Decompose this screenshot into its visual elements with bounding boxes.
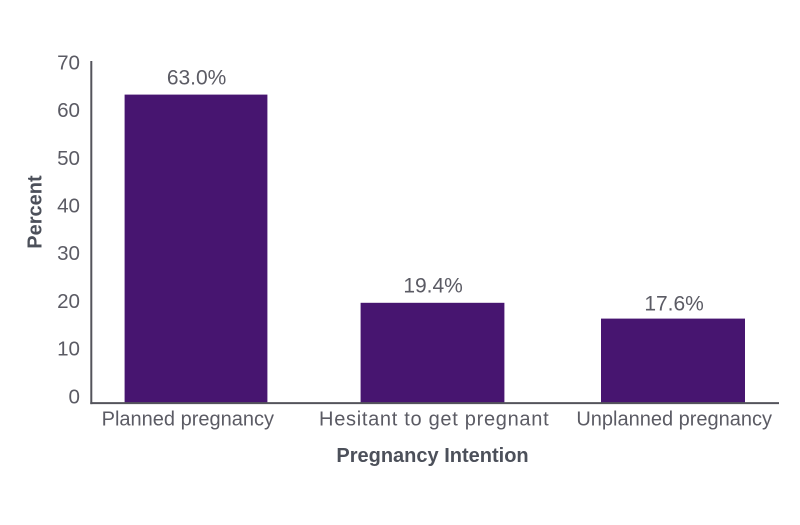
svg-text:63.0%: 63.0%	[167, 66, 227, 89]
svg-text:50: 50	[57, 147, 80, 170]
svg-text:Unplanned pregnancy: Unplanned pregnancy	[576, 409, 772, 431]
svg-text:40: 40	[57, 195, 80, 218]
svg-text:Pregnancy Intention: Pregnancy Intention	[336, 445, 528, 467]
svg-text:60: 60	[57, 99, 80, 122]
svg-text:30: 30	[57, 242, 80, 265]
svg-text:70: 70	[57, 52, 80, 75]
svg-text:17.6%: 17.6%	[644, 292, 704, 315]
svg-text:Planned pregnancy: Planned pregnancy	[102, 409, 274, 431]
svg-text:Percent: Percent	[24, 175, 46, 249]
svg-text:10: 10	[57, 338, 80, 361]
svg-text:19.4%: 19.4%	[403, 275, 463, 298]
svg-text:20: 20	[57, 290, 80, 313]
svg-text:Hesitant to get pregnant: Hesitant to get pregnant	[319, 409, 549, 431]
svg-text:0: 0	[69, 385, 80, 408]
